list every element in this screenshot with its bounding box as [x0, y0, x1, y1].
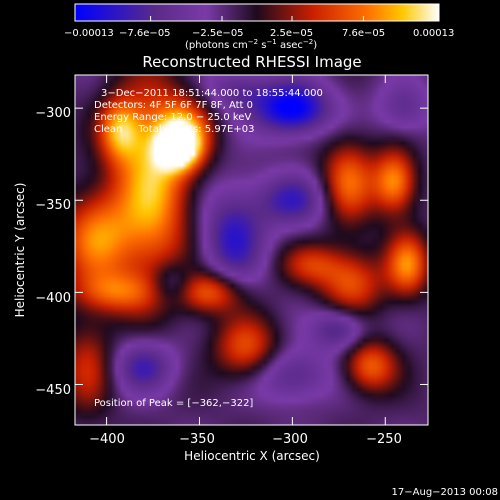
heatmap-area	[75, 75, 428, 425]
y-axis-label: Heliocentric Y (arcsec)	[13, 183, 27, 318]
colorbar-tick-label-3: 2.5e−05	[270, 28, 313, 39]
colorbar-unit: (photons cm−2 s−1 asec−2)	[185, 38, 317, 51]
colorbar-tick-label-4: 7.6e−05	[342, 28, 385, 39]
plot-frame	[74, 74, 429, 426]
colorbar	[74, 3, 440, 22]
y-tick-label-0: −300	[35, 106, 71, 121]
colorbar-tick-label-1: −7.6e−05	[119, 28, 171, 39]
colorbar-ticks	[74, 16, 440, 21]
energy-range-text: Energy Range: 12.0 − 25.0 keV	[94, 112, 251, 123]
axis-ticks	[75, 75, 428, 425]
x-tick-label-0: −400	[89, 432, 125, 447]
colorbar-tick-label-0: −0.00013	[64, 28, 114, 39]
peak-position-text: Position of Peak = [−362,−322]	[94, 398, 253, 409]
heatmap-image	[75, 75, 428, 425]
y-tick-label-1: −350	[35, 198, 71, 213]
clean-counts-text: Clean Total counts: 5.97E+03	[94, 124, 254, 135]
detectors-text: Detectors: 4F 5F 6F 7F 8F, Att 0	[94, 100, 253, 111]
y-tick-label-2: −400	[35, 291, 71, 306]
y-tick-label-3: −450	[35, 383, 71, 398]
colorbar-tick-label-5: 0.00013	[413, 28, 454, 39]
x-tick-label-1: −350	[179, 432, 215, 447]
plot-timestamp: 17−Aug−2013 00:08	[392, 487, 498, 498]
x-tick-label-3: −250	[366, 432, 402, 447]
colorbar-tick-label-2: −2.5e−05	[192, 28, 244, 39]
time-range-text: 3−Dec−2011 18:51:44.000 to 18:55:44.000	[101, 88, 323, 99]
chart-title: Reconstructed RHESSI Image	[142, 53, 361, 71]
x-axis-label: Heliocentric X (arcsec)	[184, 449, 320, 463]
x-tick-label-2: −300	[272, 432, 308, 447]
